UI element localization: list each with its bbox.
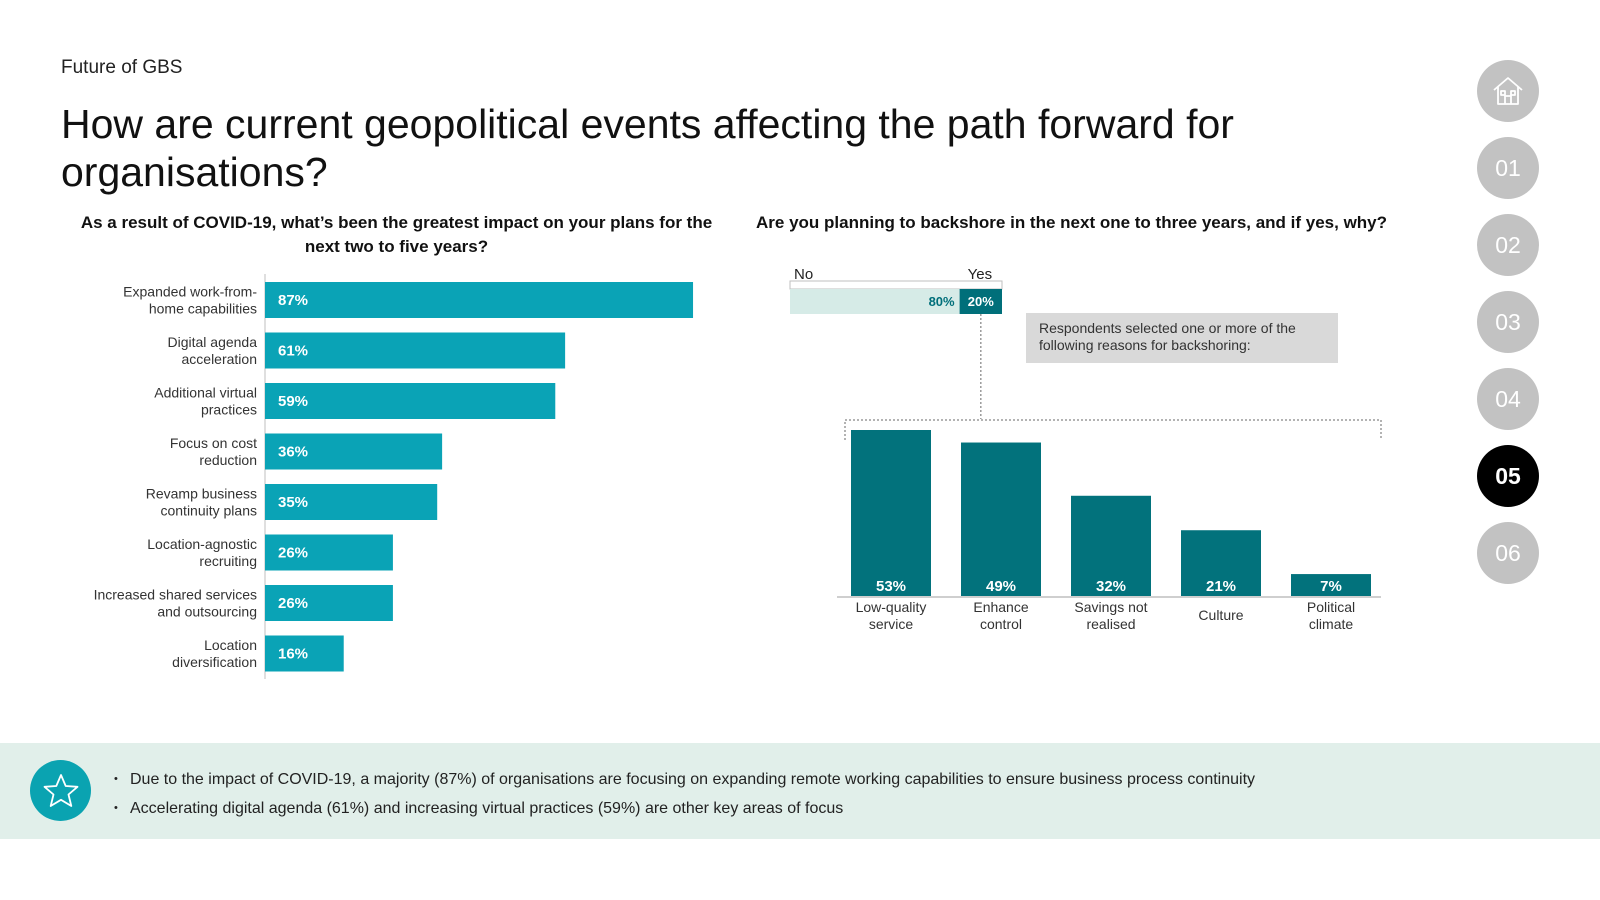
bar <box>265 433 443 470</box>
yes-label: Yes <box>968 266 992 283</box>
bar <box>1291 574 1371 596</box>
nav-section-05[interactable]: 05 <box>1477 445 1539 507</box>
category-label: Location diversification <box>172 637 257 670</box>
nav-section-06[interactable]: 06 <box>1477 522 1539 584</box>
left-chart-title: As a result of COVID-19, what’s been the… <box>80 213 713 256</box>
bar-value-label: 16% <box>278 646 308 663</box>
category-label: Additional virtual practices <box>154 385 257 418</box>
respondents-note: Respondents selected one or more of the … <box>1026 313 1338 363</box>
category-label: Digital agenda acceleration <box>167 334 257 367</box>
nav-section-04[interactable]: 04 <box>1477 368 1539 430</box>
backshoring-chart: No Yes 80% 20% 53% Low-quality service 49% Enhan… <box>789 266 1382 632</box>
takeaway-item: Accelerating digital agenda (61%) and in… <box>114 794 1255 823</box>
category-label: Focus on cost reduction <box>170 435 257 468</box>
bar-value-label: 7% <box>1320 578 1342 595</box>
bar <box>265 484 438 520</box>
yes-segment <box>959 289 1002 314</box>
no-value: 80% <box>929 294 955 309</box>
bar <box>265 534 393 571</box>
bar <box>265 332 566 369</box>
bar-value-label: 53% <box>876 578 906 595</box>
home-button[interactable] <box>1477 60 1539 122</box>
category-label: Low-quality service <box>856 599 927 632</box>
takeaway-item: Due to the impact of COVID-19, a majorit… <box>114 765 1255 794</box>
bar-value-label: 36% <box>278 444 308 461</box>
right-chart-title: Are you planning to backshore in the nex… <box>756 213 1388 232</box>
bar-value-label: 32% <box>1096 578 1126 595</box>
category-label: Increased shared services and outsourcing <box>94 587 257 620</box>
takeaway-banner: Due to the impact of COVID-19, a majorit… <box>0 743 1600 839</box>
bar <box>265 635 344 672</box>
nav-section-02[interactable]: 02 <box>1477 214 1539 276</box>
page-title: How are current geopolitical events affe… <box>61 101 1234 195</box>
bar-value-label: 35% <box>278 494 308 511</box>
no-segment <box>790 289 960 314</box>
bar <box>265 383 556 419</box>
category-label: Location-agnostic recruiting <box>147 536 257 569</box>
category-label: Culture <box>1198 607 1243 623</box>
section-eyebrow: Future of GBS <box>61 57 183 78</box>
bar-value-label: 61% <box>278 343 308 360</box>
bar-value-label: 87% <box>278 292 308 309</box>
bar <box>265 585 393 621</box>
bar <box>1071 495 1151 596</box>
category-label: Political climate <box>1307 599 1355 632</box>
bar <box>851 430 931 596</box>
bar-value-label: 26% <box>278 595 308 612</box>
reasons-bracket <box>844 419 1382 440</box>
nav-section-03[interactable]: 03 <box>1477 291 1539 353</box>
yes-value: 20% <box>968 294 994 309</box>
impact-bar-chart: 87% Expanded work-from-home capabilities 6… <box>94 274 694 679</box>
bar <box>961 442 1041 596</box>
bar-value-label: 59% <box>278 393 308 410</box>
bar <box>1181 530 1261 596</box>
bar <box>265 282 694 318</box>
category-label: Enhance control <box>973 599 1028 632</box>
bar-value-label: 49% <box>986 578 1016 595</box>
bar-value-label: 26% <box>278 545 308 562</box>
takeaway-list: Due to the impact of COVID-19, a majorit… <box>114 765 1255 823</box>
star-icon <box>30 760 91 821</box>
category-label: Revamp business continuity plans <box>146 486 257 519</box>
category-label: Savings not realised <box>1074 599 1147 632</box>
category-label: Expanded work-from-home capabilities <box>123 284 257 317</box>
home-icon <box>1493 77 1523 105</box>
nav-section-01[interactable]: 01 <box>1477 137 1539 199</box>
section-nav: 01 02 03 04 05 06 <box>1477 60 1539 599</box>
bar-value-label: 21% <box>1206 578 1236 595</box>
no-label: No <box>794 266 813 283</box>
